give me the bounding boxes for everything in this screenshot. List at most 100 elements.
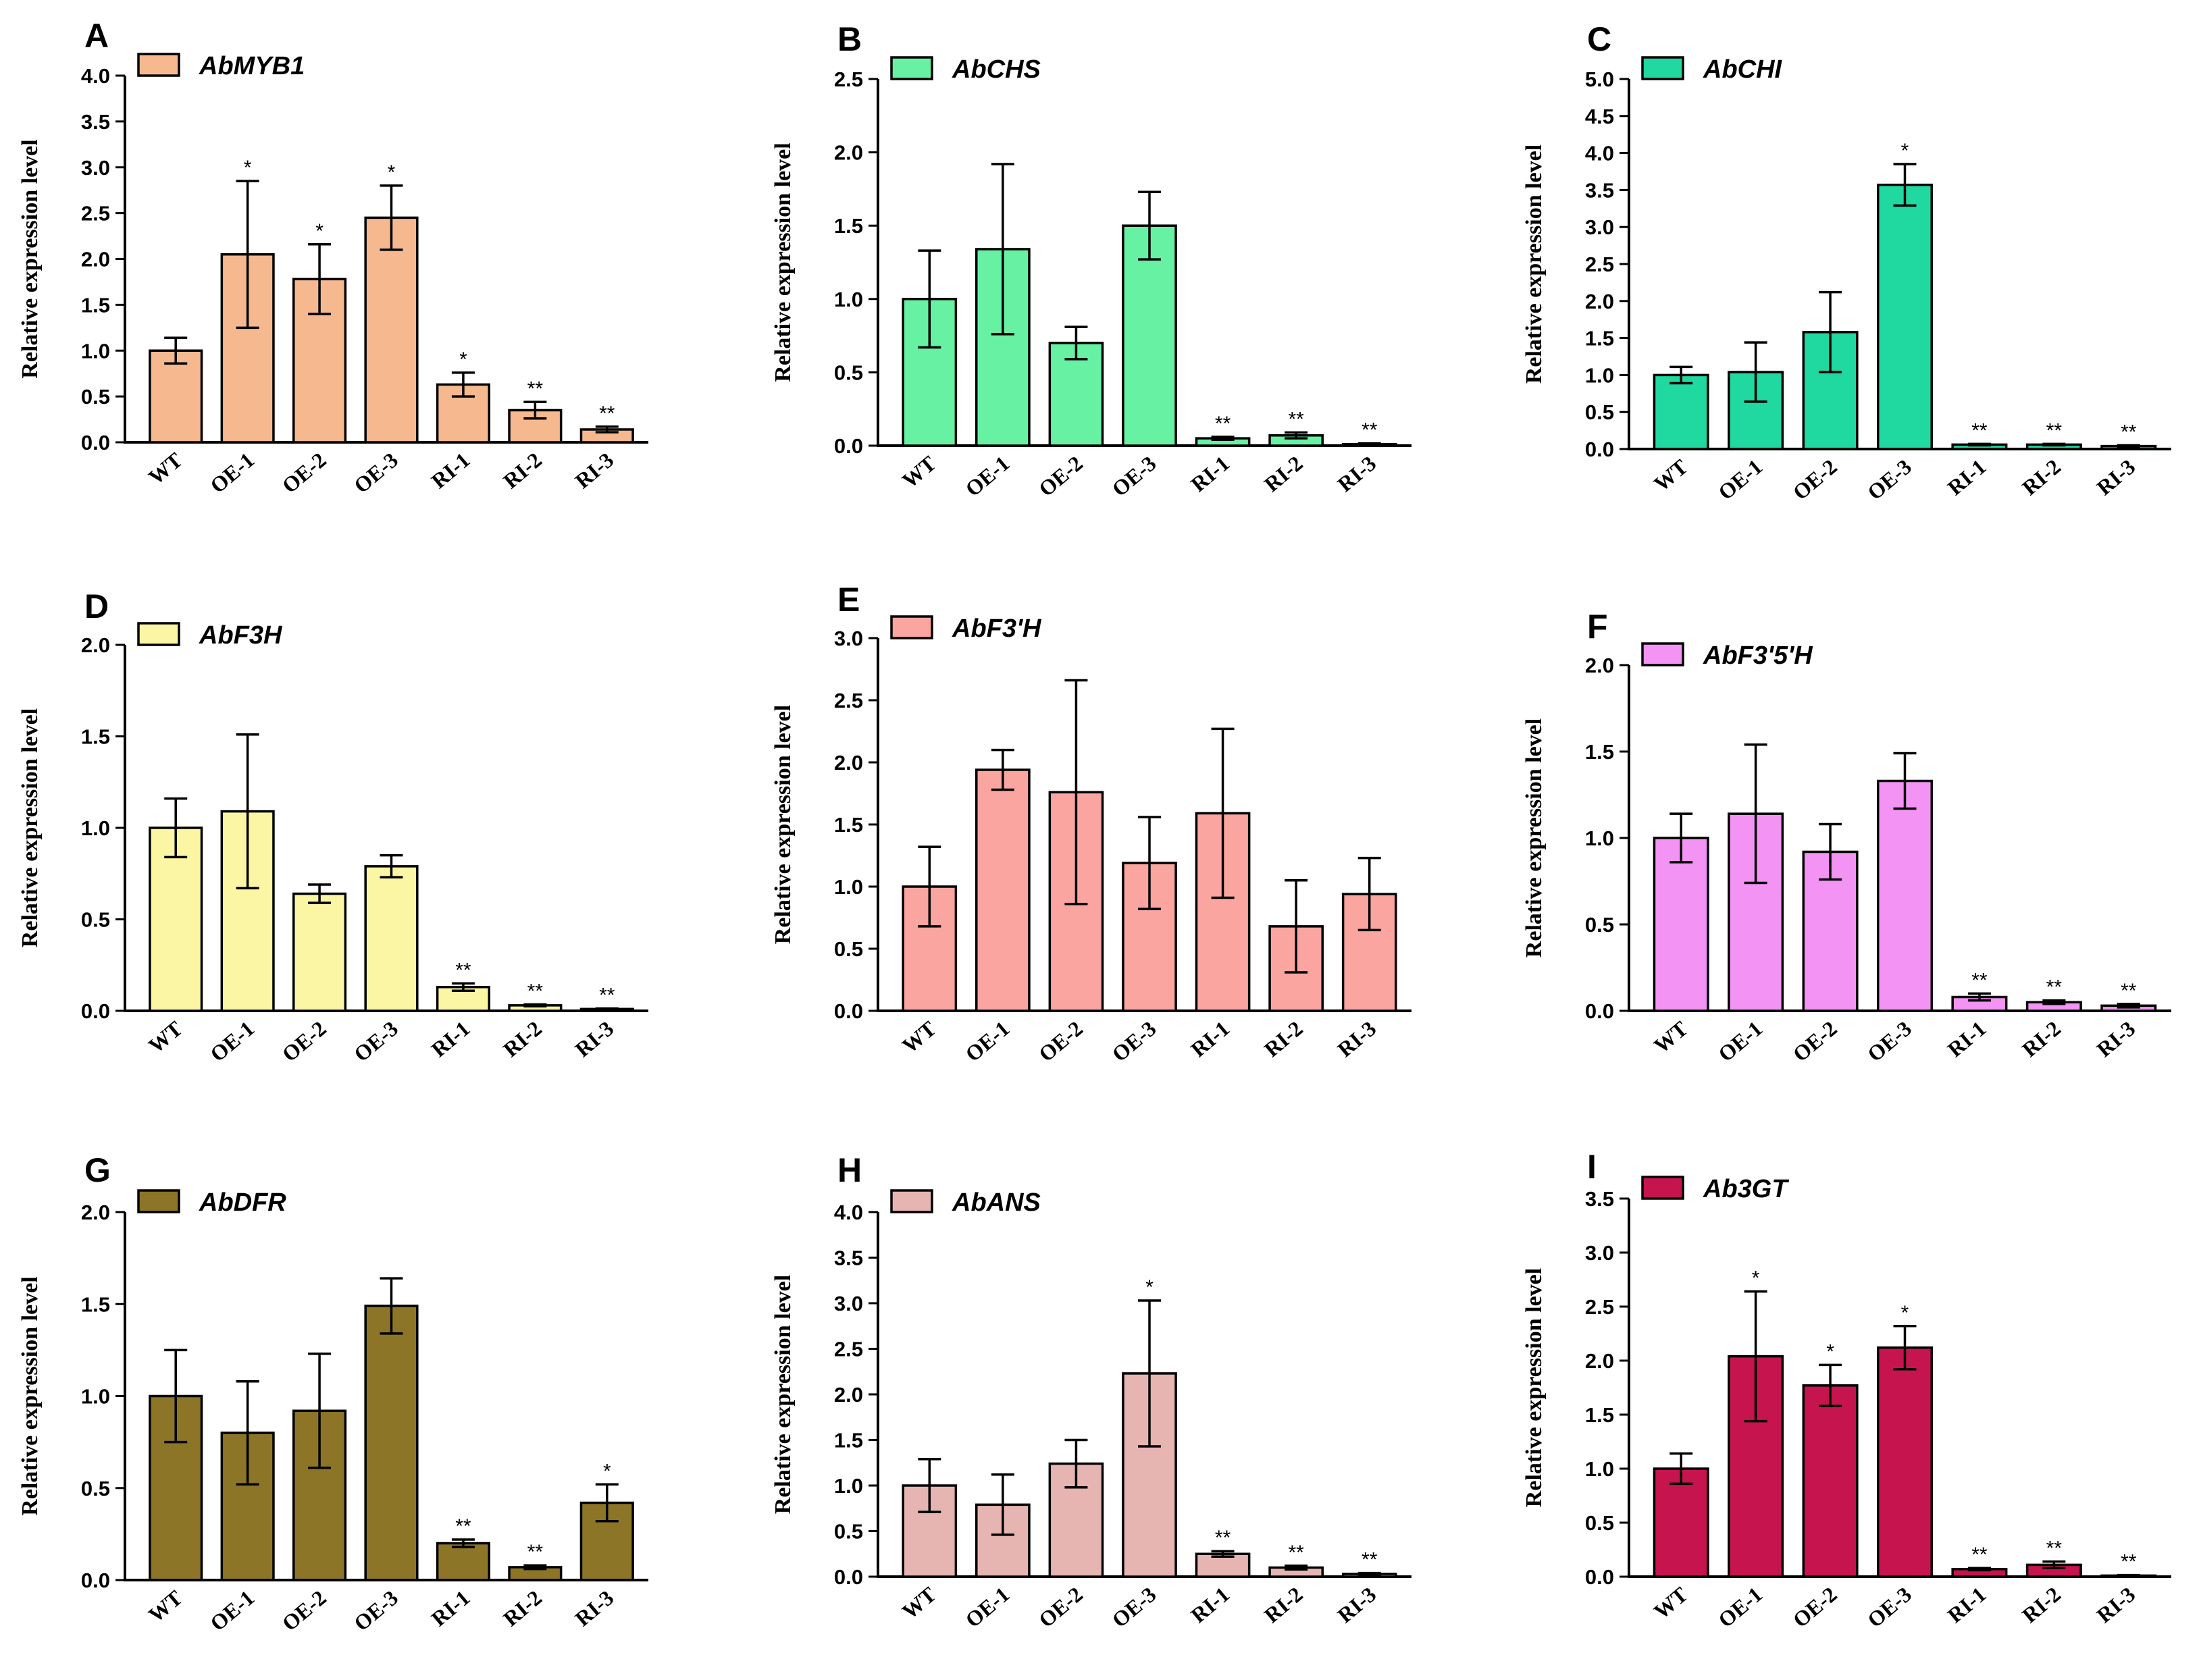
y-tick-label: 2.5: [834, 1338, 863, 1361]
x-tick-label: RI-1: [1943, 454, 1991, 500]
legend-label: AbCHS: [952, 55, 1041, 84]
bar: [902, 1484, 958, 1578]
y-tick-label: 2.5: [834, 68, 863, 91]
y-tick-label: 2.0: [834, 751, 863, 775]
x-tick-label: OE-2: [1788, 1016, 1842, 1066]
y-tick-label: 2.5: [81, 202, 110, 226]
bar: [975, 768, 1031, 1012]
significance-mark: **: [2121, 1551, 2137, 1573]
x-tick-label: RI-1: [1186, 1016, 1234, 1062]
x-tick-label: RI-2: [2017, 454, 2065, 500]
y-axis-label: Relative expression level: [18, 139, 43, 378]
y-tick-label: 0.5: [81, 908, 110, 932]
bar: [1876, 779, 1934, 1012]
y-tick-label: 3.0: [1585, 1241, 1614, 1265]
x-tick-label: OE-1: [1713, 1582, 1767, 1632]
bar: [364, 865, 419, 1012]
y-tick-label: 1.0: [834, 875, 863, 899]
x-tick-label: RI-3: [2092, 454, 2140, 500]
y-tick-label: 1.5: [81, 725, 110, 749]
significance-mark: **: [2046, 1538, 2063, 1560]
panel-letter: G: [84, 1151, 111, 1189]
significance-mark: **: [1362, 419, 1378, 442]
x-tick-label: WT: [898, 1582, 941, 1624]
y-tick-label: 2.0: [81, 633, 110, 657]
significance-mark: *: [1145, 1276, 1154, 1298]
x-tick-label: OE-3: [349, 1016, 403, 1066]
bar: [149, 349, 203, 444]
significance-mark: **: [527, 1541, 544, 1563]
x-tick-label: OE-3: [1863, 454, 1916, 504]
significance-mark: **: [1362, 1549, 1378, 1571]
significance-mark: *: [315, 220, 323, 242]
y-axis-label: Relative expression level: [771, 1275, 796, 1514]
y-tick-label: 0.5: [81, 1477, 110, 1500]
y-tick-label: 2.0: [1585, 654, 1614, 677]
y-tick-label: 0.5: [1585, 913, 1614, 937]
panel-h: H Relative expression level 0.0 0.5 1.0 1.5 2.…: [771, 1151, 1412, 1632]
significance-mark: *: [603, 1460, 611, 1482]
y-tick-label: 0.5: [834, 361, 863, 384]
y-axis-label: Relative expression level: [1522, 718, 1547, 957]
legend-label: AbF3'H: [952, 614, 1042, 643]
y-tick-label: 4.0: [834, 1201, 863, 1224]
y-tick-label: 0.5: [834, 1520, 863, 1544]
y-tick-label: 1.0: [834, 288, 863, 311]
legend-swatch: [890, 1189, 933, 1213]
bar: [364, 1305, 419, 1581]
y-axis-label: Relative expression level: [18, 1276, 43, 1515]
y-tick-label: 3.0: [834, 1292, 863, 1315]
legend-label: AbDFR: [199, 1188, 286, 1217]
x-tick-label: OE-2: [278, 1016, 331, 1066]
x-tick-label: RI-3: [570, 448, 618, 494]
x-tick-label: RI-1: [427, 448, 475, 494]
legend-label: AbCHI: [1703, 55, 1783, 84]
x-tick-label: WT: [1649, 1016, 1692, 1058]
significance-mark: **: [1971, 1544, 1988, 1566]
significance-mark: **: [455, 959, 471, 981]
panel-letter: D: [84, 587, 109, 625]
x-tick-label: OE-1: [205, 1016, 259, 1066]
panel-a: A Relative expression level 0.0 0.5 1.0 1.5 2.…: [18, 17, 648, 498]
x-tick-label: RI-2: [1260, 1582, 1307, 1628]
y-axis-label: Relative expression level: [771, 142, 796, 382]
y-tick-label: 1.5: [1585, 740, 1614, 764]
y-tick-label: 3.5: [81, 110, 110, 134]
y-tick-label: 3.0: [1585, 215, 1614, 239]
significance-mark: *: [1901, 140, 1909, 162]
bar: [1876, 1346, 1934, 1578]
y-tick-label: 1.5: [834, 813, 863, 837]
panel-letter: F: [1587, 608, 1608, 646]
y-tick-label: 3.0: [81, 156, 110, 180]
y-tick-label: 0.0: [834, 999, 863, 1023]
y-tick-label: 1.0: [1585, 1457, 1614, 1481]
significance-mark: *: [459, 348, 467, 371]
significance-mark: **: [1288, 1542, 1304, 1564]
x-tick-label: OE-3: [1863, 1582, 1916, 1632]
x-tick-label: RI-3: [1332, 1582, 1380, 1628]
x-tick-label: OE-3: [349, 448, 403, 498]
x-tick-label: WT: [1649, 1582, 1692, 1624]
significance-mark: *: [1752, 1267, 1760, 1290]
y-tick-label: 4.5: [1585, 105, 1614, 128]
legend-swatch: [137, 622, 180, 646]
y-tick-label: 1.0: [81, 339, 110, 363]
x-tick-label: WT: [144, 1585, 187, 1627]
y-tick-label: 0.0: [834, 1565, 863, 1589]
y-tick-label: 3.0: [834, 627, 863, 650]
y-tick-label: 5.0: [1585, 68, 1614, 91]
x-tick-label: OE-1: [1713, 454, 1767, 504]
legend-swatch: [1641, 56, 1684, 80]
y-tick-label: 1.5: [1585, 327, 1614, 350]
y-tick-label: 0.0: [81, 1569, 110, 1592]
significance-mark: **: [2121, 421, 2137, 444]
x-tick-label: OE-1: [960, 1582, 1014, 1632]
significance-mark: **: [527, 377, 544, 400]
panel-letter: C: [1587, 20, 1611, 58]
x-tick-label: OE-2: [1034, 1016, 1087, 1066]
panel-d: D Relative expression level 0.0 0.5 1.0 1.5 2.…: [18, 587, 648, 1066]
x-tick-label: RI-3: [2092, 1582, 2140, 1628]
x-tick-label: RI-1: [1943, 1016, 1991, 1062]
panel-letter: I: [1587, 1148, 1597, 1186]
